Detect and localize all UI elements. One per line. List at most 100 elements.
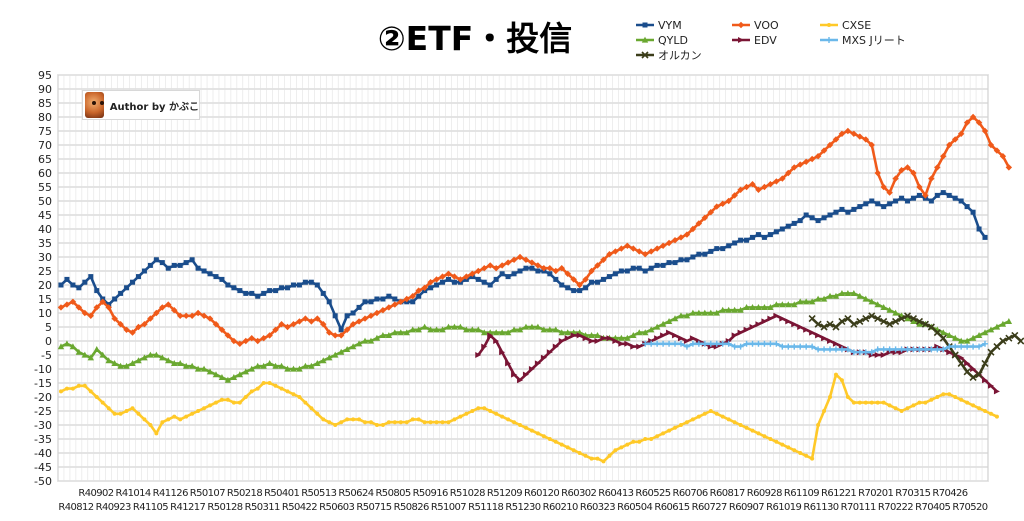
- data-point: [540, 265, 548, 272]
- data-point: [904, 315, 911, 322]
- data-point: [481, 329, 488, 336]
- data-point: [475, 267, 482, 275]
- legend-label: CXSE: [842, 19, 871, 32]
- data-point: [916, 183, 923, 191]
- data-point: [856, 133, 864, 140]
- data-point: [594, 338, 601, 344]
- data-point: [123, 362, 130, 369]
- data-point: [648, 340, 655, 347]
- data-point: [165, 357, 172, 364]
- data-point: [212, 321, 220, 328]
- data-point: [677, 335, 684, 342]
- data-point: [439, 273, 446, 280]
- data-point: [194, 309, 202, 317]
- y-tick-label: 65: [38, 153, 52, 166]
- data-point: [350, 310, 356, 316]
- data-point: [475, 352, 482, 358]
- data-point: [915, 317, 924, 325]
- x-tick-label: R60302: [561, 488, 596, 499]
- data-point: [594, 262, 601, 269]
- data-point: [982, 340, 989, 347]
- data-point: [862, 349, 869, 356]
- data-point: [475, 276, 481, 282]
- data-point: [666, 340, 673, 347]
- legend-label: MXS Jリート: [842, 34, 906, 47]
- data-point: [743, 326, 750, 333]
- data-point: [916, 320, 923, 327]
- x-tick-label: R60615: [654, 502, 689, 513]
- y-tick-label: 50: [38, 195, 52, 208]
- data-point: [737, 21, 745, 29]
- data-point: [516, 326, 524, 333]
- data-point: [368, 299, 374, 305]
- data-point: [361, 315, 369, 322]
- data-point: [505, 274, 511, 280]
- data-point: [493, 338, 500, 344]
- data-point: [910, 195, 916, 201]
- data-point: [367, 337, 375, 344]
- data-point: [202, 406, 207, 411]
- data-point: [600, 256, 607, 263]
- data-point: [868, 312, 876, 320]
- data-point: [63, 301, 71, 308]
- data-point: [814, 320, 822, 328]
- data-point: [272, 326, 279, 333]
- data-point: [160, 420, 165, 425]
- data-point: [665, 318, 673, 324]
- legend-label: EDV: [754, 34, 777, 47]
- data-point: [81, 351, 89, 358]
- series-MXS Jリート: [642, 340, 989, 356]
- data-point: [559, 282, 565, 288]
- data-point: [355, 340, 363, 347]
- data-point: [284, 365, 291, 372]
- data-point: [773, 178, 780, 185]
- x-tick-label: R40812: [58, 502, 93, 513]
- data-point: [285, 389, 290, 394]
- data-point: [946, 332, 953, 338]
- data-point: [993, 323, 1001, 330]
- data-point: [755, 321, 762, 328]
- data-point: [743, 340, 750, 347]
- data-point: [958, 198, 964, 204]
- data-point: [838, 130, 846, 137]
- data-point: [349, 343, 357, 350]
- data-point: [874, 346, 881, 353]
- data-point: [838, 317, 846, 325]
- data-point: [540, 326, 548, 333]
- data-point: [809, 215, 815, 221]
- data-point: [642, 340, 649, 347]
- data-point: [689, 225, 697, 233]
- y-tick-label: -50: [34, 475, 52, 488]
- data-point: [296, 365, 303, 372]
- data-point: [260, 335, 267, 342]
- data-point: [987, 141, 995, 149]
- data-point: [714, 246, 720, 252]
- data-point: [624, 242, 631, 249]
- data-point: [428, 285, 434, 291]
- data-point: [374, 423, 379, 427]
- data-point: [630, 265, 636, 271]
- data-point: [528, 366, 535, 372]
- data-point: [922, 192, 929, 199]
- data-point: [398, 420, 403, 425]
- data-point: [1005, 334, 1013, 342]
- data-point: [94, 288, 100, 294]
- data-point: [577, 288, 583, 294]
- data-point: [534, 262, 542, 269]
- y-tick-label: -45: [34, 461, 52, 474]
- series-line: [60, 292, 1010, 382]
- x-tick-label: R50805: [375, 488, 410, 499]
- y-tick-label: -40: [34, 447, 52, 460]
- data-point: [481, 265, 488, 272]
- data-point: [260, 362, 267, 369]
- data-point: [761, 318, 768, 325]
- x-tick-label: R61019: [766, 502, 801, 513]
- legend-item: QYLD: [636, 34, 688, 47]
- data-point: [493, 276, 499, 282]
- data-point: [219, 276, 225, 282]
- data-point: [683, 343, 690, 350]
- data-point: [111, 360, 118, 366]
- y-tick-label: 70: [38, 139, 52, 152]
- data-point: [714, 411, 719, 416]
